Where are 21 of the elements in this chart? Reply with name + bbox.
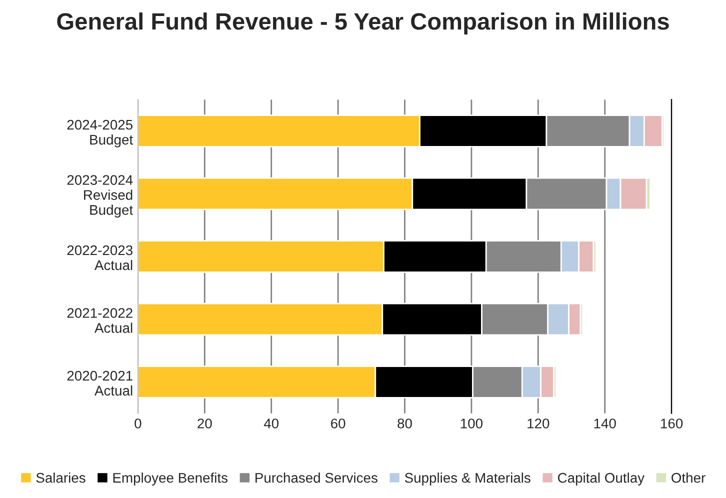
x-tick-label: 160 [661,418,683,428]
x-tick-label: 80 [398,418,412,428]
x-tick-label: 20 [198,418,212,428]
legend-label: Salaries [36,472,86,483]
x-tick-label: 120 [528,418,550,428]
x-tick-label: 0 [134,418,142,428]
x-tick-label: 40 [264,418,279,428]
y-tick-label: 2023-2024 Revised Budget [67,175,133,218]
legend-label: Employee Benefits [113,472,228,486]
legend-label: Capital Outlay [558,472,644,486]
y-tick-label: 2024-2025 Budget [67,120,133,148]
y-tick-label: 2020-2021 Actual [67,370,132,396]
legend-label: Purchased Services [256,472,378,483]
y-tick-label: 2022-2023 Actual [67,245,132,270]
y-tick-label: 2021-2022 Actual [67,308,132,333]
legend-label: Other [672,472,706,483]
x-tick-label: 100 [460,418,482,428]
chart-title: General Fund Revenue - 5 Year Comparison in Millions [57,12,669,34]
x-tick-label: 140 [594,418,616,428]
x-tick-label: 60 [331,418,346,428]
legend-label: Supplies & Materials [404,472,530,486]
